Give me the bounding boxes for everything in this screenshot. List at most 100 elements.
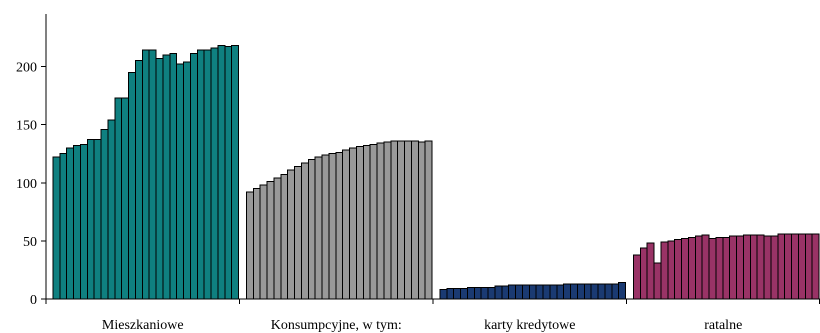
bar-4-12 bbox=[708, 238, 717, 300]
bar-1-18 bbox=[169, 53, 178, 300]
bar-2-24 bbox=[404, 140, 412, 300]
bar-1-9 bbox=[107, 119, 116, 300]
bar-4-9 bbox=[687, 236, 696, 300]
bar-1-27 bbox=[231, 45, 240, 300]
y-tick-label: 200 bbox=[16, 61, 37, 76]
bar-3-19 bbox=[563, 283, 572, 300]
bar-1-25 bbox=[217, 45, 226, 300]
bar-1-6 bbox=[86, 139, 95, 300]
bar-3-13 bbox=[521, 284, 530, 300]
bar-4-22 bbox=[777, 233, 786, 300]
bar-2-18 bbox=[362, 145, 371, 300]
labels-layer: Mieszkaniowe Konsumpcyjne, w tym: karty kr… bbox=[16, 61, 742, 333]
bar-3-10 bbox=[501, 285, 510, 300]
bar-1-1 bbox=[52, 156, 61, 300]
bar-3-23 bbox=[590, 283, 599, 300]
bar-1-24 bbox=[210, 47, 219, 300]
bar-1-20 bbox=[183, 61, 191, 300]
bar-3-1 bbox=[439, 289, 448, 300]
bar-4-21 bbox=[770, 235, 779, 300]
bar-4-23 bbox=[784, 233, 793, 300]
bar-2-25 bbox=[410, 140, 419, 300]
bar-1-16 bbox=[155, 57, 164, 300]
bar-2-6 bbox=[280, 174, 289, 300]
bar-4-27 bbox=[811, 233, 820, 300]
bar-1-23 bbox=[203, 49, 212, 300]
bar-2-26 bbox=[417, 141, 426, 300]
bar-3-4 bbox=[460, 288, 468, 300]
bar-2-7 bbox=[287, 169, 296, 300]
bar-1-13 bbox=[134, 60, 143, 300]
bar-2-13 bbox=[328, 153, 337, 300]
bar-3-5 bbox=[466, 286, 475, 300]
category-label: ratalne bbox=[704, 318, 742, 333]
bar-4-26 bbox=[804, 233, 813, 300]
bar-4-19 bbox=[756, 234, 765, 300]
bar-3-8 bbox=[487, 286, 496, 300]
bar-4-24 bbox=[791, 233, 799, 300]
bar-1-8 bbox=[100, 128, 109, 300]
bar-2-8 bbox=[294, 165, 302, 300]
bar-3-18 bbox=[556, 284, 565, 300]
bar-2-22 bbox=[390, 140, 399, 300]
bar-2-27 bbox=[424, 140, 433, 300]
bar-2-23 bbox=[397, 140, 406, 300]
bar-3-12 bbox=[515, 284, 523, 300]
bar-4-2 bbox=[639, 247, 648, 300]
category-label: Konsumpcyjne, w tym: bbox=[271, 318, 402, 333]
bar-3-20 bbox=[570, 283, 578, 300]
bar-3-11 bbox=[508, 284, 517, 300]
bar-3-24 bbox=[597, 283, 606, 300]
bar-1-17 bbox=[162, 54, 171, 300]
bar-4-5 bbox=[660, 241, 669, 300]
bar-3-15 bbox=[535, 284, 544, 300]
bar-4-18 bbox=[749, 234, 758, 300]
bar-4-8 bbox=[681, 238, 689, 300]
y-tick-label: 100 bbox=[16, 177, 37, 192]
bar-3-22 bbox=[583, 283, 592, 300]
bar-1-3 bbox=[66, 147, 75, 300]
bar-4-15 bbox=[729, 235, 738, 300]
bar-2-2 bbox=[252, 188, 261, 300]
bar-4-13 bbox=[715, 236, 724, 300]
bar-4-10 bbox=[694, 235, 703, 300]
bar-1-7 bbox=[93, 139, 102, 300]
bar-4-1 bbox=[633, 254, 641, 300]
category-label: karty kredytowe bbox=[484, 318, 575, 333]
bar-1-15 bbox=[148, 49, 157, 300]
bar-4-4 bbox=[653, 262, 662, 300]
bar-2-15 bbox=[342, 149, 351, 300]
bar-3-25 bbox=[604, 283, 613, 300]
bar-3-6 bbox=[473, 286, 482, 300]
bar-1-14 bbox=[141, 49, 150, 300]
bar-2-10 bbox=[307, 159, 316, 300]
bar-3-26 bbox=[611, 283, 620, 300]
bar-4-20 bbox=[763, 235, 772, 300]
bar-2-16 bbox=[349, 147, 357, 300]
bar-2-21 bbox=[383, 141, 392, 300]
bar-2-14 bbox=[335, 152, 344, 300]
bar-3-7 bbox=[480, 286, 489, 300]
bar-4-14 bbox=[722, 236, 731, 300]
bar-4-11 bbox=[701, 234, 710, 300]
bar-1-26 bbox=[224, 46, 233, 300]
bar-2-3 bbox=[259, 184, 268, 300]
bar-2-17 bbox=[355, 146, 364, 300]
bar-1-2 bbox=[59, 153, 68, 300]
bar-3-9 bbox=[494, 285, 503, 300]
bar-1-10 bbox=[114, 97, 123, 300]
bar-1-22 bbox=[196, 49, 205, 300]
bar-4-3 bbox=[646, 242, 655, 300]
bar-3-16 bbox=[542, 284, 551, 300]
bar-2-20 bbox=[376, 142, 385, 300]
bar-1-21 bbox=[189, 53, 198, 300]
y-tick-label: 50 bbox=[23, 235, 37, 250]
bar-3-2 bbox=[446, 288, 455, 300]
bar-2-1 bbox=[246, 191, 254, 300]
y-tick-label: 150 bbox=[16, 119, 37, 134]
bar-4-25 bbox=[797, 233, 806, 300]
bar-1-11 bbox=[121, 97, 130, 300]
bar-4-6 bbox=[667, 240, 676, 300]
bar-3-3 bbox=[453, 288, 462, 300]
